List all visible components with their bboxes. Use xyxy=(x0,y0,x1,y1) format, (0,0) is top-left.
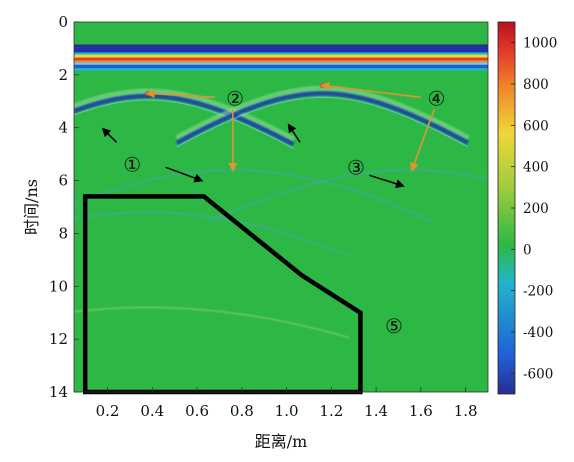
hyperbola xyxy=(207,169,488,223)
plot-area xyxy=(74,22,488,392)
x-tick-label: 0.2 xyxy=(96,402,120,420)
annotation-arrow xyxy=(145,89,216,99)
x-tick-label: 1.8 xyxy=(454,402,478,420)
x-tick-label: 0.8 xyxy=(230,402,254,420)
annotation-label: ① xyxy=(123,153,141,177)
annotation-label: ③ xyxy=(347,155,365,179)
annotation-arrow xyxy=(410,108,436,172)
plot-background xyxy=(74,22,488,392)
colorbar-tick-label: -200 xyxy=(523,284,553,300)
x-tick-label: 1.6 xyxy=(409,402,433,420)
x-tick-label: 0.4 xyxy=(140,402,164,420)
y-tick-label: 0 xyxy=(58,13,68,31)
x-tick-label: 1.4 xyxy=(364,402,388,420)
direct-wave-stripe xyxy=(74,54,488,58)
annotation-arrow xyxy=(287,123,301,143)
hyperbola xyxy=(74,169,435,223)
direct-wave-stripe xyxy=(74,62,488,65)
annotation-arrow xyxy=(165,166,204,183)
colorbar-tick-label: 1000 xyxy=(523,36,557,52)
annotation-arrow xyxy=(101,127,118,143)
colorbar-tick-label: 200 xyxy=(523,201,549,217)
colorbar-tick-label: 600 xyxy=(523,118,549,134)
colorbar-tick-label: -400 xyxy=(523,325,553,341)
colorbar-tick-label: 800 xyxy=(523,77,549,93)
colorbar: 1000 800 600 400 200 0 -200 -400 -600 xyxy=(497,21,557,395)
annotation-arrow xyxy=(369,174,405,189)
y-axis-label: 时间/ns xyxy=(22,179,41,235)
y-tick-label: 10 xyxy=(49,277,68,295)
direct-wave-stripe xyxy=(74,52,488,55)
direct-wave-stripe xyxy=(74,68,488,71)
annotation-label: ④ xyxy=(428,87,446,111)
y-tick-label: 14 xyxy=(49,383,68,401)
direct-wave-stripe xyxy=(74,44,488,48)
y-tick-label: 8 xyxy=(58,224,68,242)
colorbar-tick-label: -600 xyxy=(523,366,553,382)
annotation-label: ⑤ xyxy=(385,314,403,338)
annotation-arrow xyxy=(320,81,421,99)
y-tick-label: 4 xyxy=(58,119,68,137)
direct-wave-stripe xyxy=(74,60,488,63)
annotation-label: ② xyxy=(226,87,244,111)
colorbar-tick-label: 400 xyxy=(523,160,549,176)
y-tick-label: 12 xyxy=(49,330,68,348)
x-axis-label: 距离/m xyxy=(255,432,308,451)
hyperbola xyxy=(74,306,350,339)
x-tick-label: 1.2 xyxy=(319,402,343,420)
direct-wave-stripe xyxy=(74,47,488,53)
x-tick-label: 1.0 xyxy=(275,402,299,420)
plot-frame xyxy=(73,21,489,393)
colorbar-tick-label: 0 xyxy=(523,242,532,258)
direct-wave-stripe xyxy=(74,57,488,61)
x-tick-label: 0.6 xyxy=(185,402,209,420)
y-tick-label: 2 xyxy=(58,66,68,84)
direct-wave-stripe xyxy=(74,64,488,69)
hyperbola xyxy=(74,211,350,256)
y-tick-label: 6 xyxy=(58,172,68,190)
